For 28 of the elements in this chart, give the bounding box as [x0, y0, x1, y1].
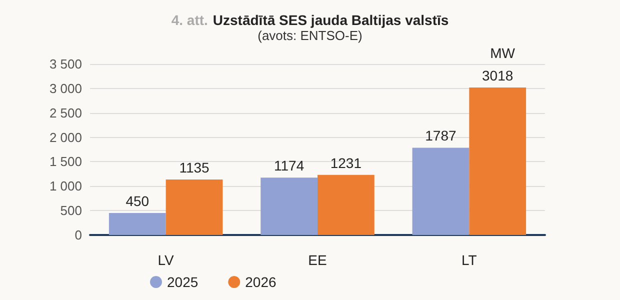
- x-tick-label: EE: [308, 252, 327, 268]
- y-tick-label: 2 500: [49, 105, 82, 120]
- bar: [318, 174, 374, 235]
- data-label: 450: [126, 193, 150, 210]
- legend-label: 2026: [245, 274, 277, 290]
- x-tick-label: LV: [158, 252, 175, 268]
- y-axis-title: MW: [490, 45, 516, 61]
- y-tick-label: 1 500: [49, 154, 82, 170]
- y-tick-label: 2 000: [49, 130, 82, 145]
- data-label: 1135: [179, 160, 210, 176]
- data-label: 1787: [425, 128, 457, 144]
- bar: [260, 178, 318, 235]
- bar: [166, 180, 223, 235]
- legend-label: 2025: [167, 274, 198, 290]
- y-tick-label: 0: [74, 228, 82, 242]
- data-label: 3018: [482, 68, 514, 84]
- data-label: 1174: [274, 158, 304, 174]
- chart-subtitle: (avots: ENTSO-E): [258, 28, 362, 43]
- y-tick-label: 1 000: [49, 178, 82, 194]
- bar: [412, 148, 470, 235]
- y-tick-label: 3 000: [49, 80, 82, 96]
- data-label: 1231: [330, 154, 362, 171]
- bar: [108, 213, 166, 235]
- bar: [469, 88, 526, 235]
- y-tick-label: 3 500: [49, 56, 82, 72]
- y-tick-label: 500: [60, 203, 82, 218]
- x-tick-label: LT: [462, 252, 478, 268]
- chart-title: 4. att. Uzstādītā SES jauda Baltijas valstīs: [171, 12, 449, 28]
